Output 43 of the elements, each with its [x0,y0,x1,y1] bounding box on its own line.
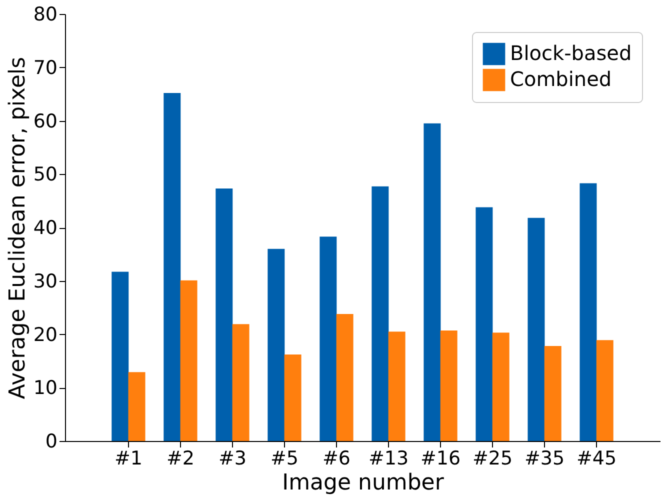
bar [336,314,354,441]
bar [388,332,406,441]
bar [112,272,129,441]
bar [268,248,285,441]
bar [320,236,337,441]
y-tick-label: 40 [33,217,58,239]
x-tick-label: #5 [270,448,298,470]
x-tick-label: #1 [114,448,142,470]
y-tick-label: 50 [33,164,58,186]
y-tick-label: 80 [33,4,58,26]
y-tick-label: 10 [33,377,58,400]
legend-label: Combined [510,67,612,91]
bar [492,332,510,441]
bar [232,324,250,441]
x-tick-label: #13 [368,448,409,470]
x-tick-label: #6 [322,448,351,470]
bar [216,188,233,441]
bar [284,354,302,441]
bar [528,218,545,441]
x-tick-label: #3 [218,448,246,470]
x-tick-label: #25 [472,448,513,470]
bar [544,346,562,441]
bar [580,183,597,441]
y-tick-label: 60 [33,110,58,132]
bar [180,280,198,441]
y-tick-label: 0 [45,430,58,452]
bar [424,123,441,441]
legend-label: Block-based [510,41,632,65]
x-tick-label: #16 [420,448,461,470]
bar [476,207,493,441]
bar [440,330,458,441]
y-tick-label: 70 [33,56,58,79]
bar [164,92,181,441]
x-tick-label: #2 [166,448,194,470]
bar [372,186,389,441]
bar [128,372,146,441]
y-tick-label: 30 [33,270,58,292]
y-axis-title: Average Euclidean error, pixels [5,56,30,400]
x-tick-label: #35 [524,448,565,470]
bar [596,340,614,441]
x-axis-title: Image number [282,470,445,496]
y-tick-label: 20 [33,324,58,346]
x-tick-label: #45 [576,448,617,470]
